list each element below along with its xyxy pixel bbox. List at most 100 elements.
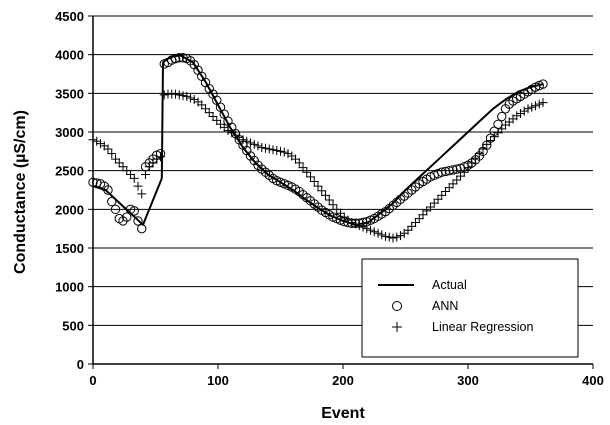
linear-regression-point [294, 158, 304, 168]
linear-regression-point [474, 149, 484, 159]
linear-regression-point [448, 179, 458, 189]
linear-regression-point [534, 99, 544, 109]
linear-regression-point [174, 90, 184, 100]
x-tick-label-300: 300 [457, 373, 479, 388]
ann-point [538, 79, 548, 89]
linear-regression-point [493, 128, 503, 138]
linear-regression-point [366, 225, 375, 235]
linear-regression-point [96, 139, 105, 149]
x-tick-label-200: 200 [332, 373, 354, 388]
linear-regression-point [441, 187, 450, 197]
linear-regression-point [156, 152, 165, 162]
ann-point [174, 53, 184, 63]
linear-regression-point [433, 194, 443, 204]
ann-point [437, 167, 447, 177]
linear-regression-point [238, 135, 248, 145]
ann-point [448, 165, 458, 175]
y-tick-label-1500: 1500 [55, 241, 84, 256]
linear-regression-point [144, 162, 154, 172]
linear-regression-point [392, 232, 402, 242]
linear-regression-point [388, 233, 398, 243]
legend-ann-label: ANN [432, 299, 458, 313]
linear-regression-point [118, 162, 128, 172]
linear-regression-point [418, 210, 428, 220]
linear-regression-point [497, 124, 507, 134]
linear-regression-point [141, 170, 150, 180]
linear-regression-point [189, 95, 199, 105]
linear-regression-point [182, 91, 192, 101]
linear-regression-point [234, 132, 244, 142]
y-tick-label-500: 500 [62, 318, 84, 333]
linear-regression-point [414, 214, 424, 224]
ann-point [107, 196, 117, 207]
linear-regression-point [276, 146, 285, 156]
legend: Actual ANN Linear Regression [361, 258, 579, 358]
linear-regression-point [358, 222, 368, 232]
linear-regression-point [332, 204, 342, 214]
linear-regression-point [343, 215, 353, 225]
ann-point [133, 216, 143, 226]
linear-regression-point [204, 108, 214, 118]
linear-regression-point [208, 112, 218, 122]
linear-regression-point [186, 93, 195, 103]
linear-regression-point [313, 181, 323, 191]
y-tick-label-1000: 1000 [55, 280, 84, 295]
linear-regression-point [324, 195, 334, 205]
linear-regression-point [201, 104, 210, 114]
linear-regression-point [373, 228, 383, 238]
linear-regression-point [512, 111, 522, 121]
ann-point [444, 165, 454, 176]
linear-regression-point [429, 198, 439, 208]
linear-regression-point [523, 104, 533, 114]
y-tick-label-3500: 3500 [55, 86, 84, 101]
linear-regression-point [197, 100, 207, 110]
linear-regression-point [103, 144, 113, 154]
linear-regression-point [264, 144, 274, 154]
ann-point [497, 111, 507, 122]
y-tick-label-0: 0 [77, 357, 84, 372]
series-linear-regression [88, 89, 548, 243]
linear-regression-point [291, 154, 300, 164]
linear-regression-point [336, 208, 345, 218]
ann-point [110, 204, 121, 215]
linear-regression-point [279, 147, 289, 157]
linear-regression-point [452, 175, 462, 185]
linear-regression-point [317, 186, 327, 196]
ann-point [129, 206, 139, 216]
y-tick-label-2000: 2000 [55, 202, 84, 217]
linear-regression-point [377, 230, 387, 240]
linear-regression-point [347, 217, 357, 227]
y-tick-label-4000: 4000 [55, 48, 84, 63]
x-tick-label-400: 400 [582, 373, 604, 388]
linear-regression-point [369, 227, 379, 237]
linear-regression-point [298, 163, 308, 173]
ann-point [440, 166, 451, 177]
x-tick-label-100: 100 [207, 373, 229, 388]
legend-ann-swatch [392, 301, 402, 311]
linear-regression-point [459, 167, 469, 177]
linear-regression-point [223, 125, 233, 135]
linear-regression-point [257, 142, 267, 152]
linear-regression-point [381, 231, 390, 241]
linear-regression-point [407, 221, 417, 231]
linear-regression-point [351, 219, 360, 229]
linear-regression-point [489, 132, 499, 142]
linear-regression-point [133, 181, 143, 191]
x-tick-label-0: 0 [89, 373, 96, 388]
legend-actual-label: Actual [432, 278, 467, 292]
linear-regression-point [111, 154, 120, 164]
linear-regression-point [527, 102, 537, 112]
linear-regression-point [249, 139, 259, 149]
linear-regression-point [306, 172, 315, 182]
linear-regression-point [321, 190, 330, 200]
linear-regression-point [302, 167, 312, 177]
axes [88, 15, 594, 369]
linear-regression-point [261, 143, 270, 153]
ann-point [122, 212, 132, 222]
linear-regression-point [253, 141, 263, 151]
x-axis-title: Event [321, 405, 365, 422]
linear-regression-point [467, 158, 477, 168]
linear-regression-point [114, 158, 124, 168]
ann-point [170, 53, 181, 64]
